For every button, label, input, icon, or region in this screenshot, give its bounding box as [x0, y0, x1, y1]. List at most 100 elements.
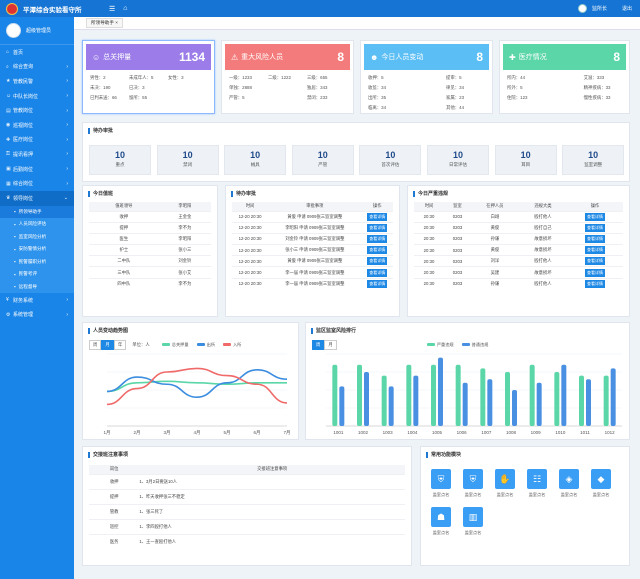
- stat-field: 精神疾病：33: [583, 85, 611, 90]
- series-line-0: [106, 380, 287, 393]
- view-detail-button[interactable]: 查看详情: [585, 234, 605, 243]
- stat-field: 所内：44: [507, 75, 526, 80]
- sidebar-subitem-0[interactable]: ▪ 所领导助手: [0, 205, 74, 219]
- pending-count: 10: [452, 150, 463, 160]
- sidebar-subitem-5[interactable]: ▪ 民警考评: [0, 268, 74, 281]
- sidebar-item-5[interactable]: ◉ 巡视岗位 ›: [0, 118, 74, 133]
- sidebar-bottom-item-1[interactable]: ⚙ 系统管理 ›: [0, 308, 74, 323]
- table-cell: 李昭阳: [158, 232, 211, 245]
- sidebar-subitem-2[interactable]: ▪ 监室风险分析: [0, 231, 74, 244]
- pending-item-7[interactable]: 10 监室调整: [562, 145, 625, 175]
- table-cell: 吴建: [470, 266, 519, 279]
- sidebar-bottom-item-0[interactable]: ¥ 财务系统 ›: [0, 293, 74, 308]
- view-detail-button[interactable]: 查看详情: [585, 246, 605, 255]
- pending-item-4[interactable]: 10 首次评估: [359, 145, 422, 175]
- view-detail-button[interactable]: 查看详情: [585, 268, 605, 277]
- trend-unit: 单位：人: [132, 342, 150, 347]
- sidebar-item-9[interactable]: ▦ 综合岗位 ›: [0, 176, 74, 191]
- home-icon[interactable]: ⌂: [123, 4, 128, 12]
- pending-label: 械具: [250, 162, 260, 167]
- pending-item-6[interactable]: 10 耳目: [494, 145, 557, 175]
- table-row: 12-20 20:30 李昭阳 申请 0909张三监室调整 查看详情: [232, 221, 393, 234]
- legend-item[interactable]: 入所: [222, 342, 241, 348]
- sidebar-subitem-1[interactable]: ▪ 人员风险评估: [0, 218, 74, 231]
- x-tick-label: 1004: [407, 430, 418, 435]
- view-detail-button[interactable]: 查看详情: [585, 257, 605, 266]
- table-cell: 二中队: [89, 255, 159, 267]
- period-tab-0[interactable]: 周: [312, 340, 325, 350]
- period-tab-0[interactable]: 周: [89, 340, 102, 350]
- view-detail-button[interactable]: 查看详情: [585, 212, 605, 221]
- view-detail-button[interactable]: 查看详情: [585, 223, 605, 232]
- view-detail-button[interactable]: 查看详情: [367, 279, 388, 288]
- stat-card-0[interactable]: ☺ 总关押量 1134 男性：2 未成年人：5 女性：3 未决：190 已决：3 已判未送：66…: [82, 40, 215, 114]
- sidebar-item-3[interactable]: ☺ 中队长岗位 ›: [0, 89, 74, 104]
- x-tick-label: 1001: [333, 430, 344, 435]
- approval-title: 待办审批: [231, 191, 399, 197]
- legend-item[interactable]: 严重违规: [426, 342, 454, 348]
- stat-header: ☺ 总关押量 1134: [86, 44, 211, 70]
- module-button-2[interactable]: ✋: [495, 469, 515, 489]
- period-tab-2[interactable]: 年: [113, 340, 127, 350]
- table-cell: 殴打他人: [518, 210, 568, 223]
- view-detail-button[interactable]: 查看详情: [367, 234, 388, 243]
- tab-leader-assistant[interactable]: 所领导助手 ×: [86, 18, 123, 28]
- stat-card-2[interactable]: ☻ 今日人员变动 8 收押：5 提审：5 收监：34 律见：34 出所：35 家属：23 临离：3…: [360, 40, 493, 114]
- pending-item-1[interactable]: 10 禁闭: [156, 145, 219, 175]
- pending-item-2[interactable]: 10 械具: [224, 145, 287, 175]
- table-cell: 0203: [444, 266, 471, 279]
- view-detail-button[interactable]: 查看详情: [367, 212, 388, 221]
- sidebar-item-10[interactable]: ♛ 领导岗位 ⌄: [0, 190, 74, 206]
- view-detail-button[interactable]: 查看详情: [585, 279, 605, 288]
- legend-item[interactable]: 普通违规: [461, 342, 488, 348]
- period-tab-1[interactable]: 月: [101, 340, 114, 350]
- view-detail-button[interactable]: 查看详情: [367, 257, 388, 266]
- table-row: 护士 张小三: [89, 244, 211, 256]
- sidebar-item-1[interactable]: ⌕ 综合查询 ›: [0, 60, 74, 75]
- user-name[interactable]: 监所长: [591, 6, 607, 12]
- module-button-6[interactable]: ☗: [431, 507, 451, 527]
- pending-item-5[interactable]: 10 日常评估: [427, 145, 489, 175]
- table-cell: 医生: [89, 232, 159, 245]
- module-button-3[interactable]: ☷: [527, 469, 547, 489]
- view-detail-button[interactable]: 查看详情: [367, 246, 388, 255]
- stat-card-3[interactable]: ✚ 医疗情况 8 所内：44 艾滋：333 所外：5 精神疾病：33 住院：123 慢性疾病：3…: [499, 40, 630, 114]
- stat-field: 严管：5: [229, 95, 245, 100]
- avatar[interactable]: [577, 4, 587, 13]
- module-button-7[interactable]: ▥: [463, 507, 483, 527]
- legend-item[interactable]: 总关押量: [161, 342, 189, 348]
- sidebar-item-8[interactable]: ▣ 后勤岗位 ›: [0, 162, 74, 177]
- stat-field: 已决：3: [129, 85, 145, 90]
- stat-field: [168, 85, 207, 91]
- sidebar-item-6[interactable]: ✚ 医疗岗位 ›: [0, 133, 74, 148]
- sidebar-subitem-6[interactable]: ▪ 远程督导: [0, 281, 74, 294]
- legend-item[interactable]: 出所: [196, 342, 215, 348]
- table-cell: 张小三 申请 0909张三监室调整: [268, 244, 362, 256]
- stat-field: 律见：34: [446, 85, 465, 90]
- module-button-1[interactable]: ⛨: [463, 469, 483, 489]
- table-cell: 0203: [444, 244, 471, 256]
- period-tab-1[interactable]: 月: [324, 340, 337, 350]
- table-cell: 20:30: [414, 221, 445, 234]
- sidebar-item-0[interactable]: ⌂ 首页: [0, 45, 74, 60]
- pending-label: 禁闭: [183, 162, 193, 167]
- sidebar-item-2[interactable]: ★ 管教民警 ›: [0, 74, 74, 89]
- sidebar-subitem-3[interactable]: ▪ 安防警情分析: [0, 243, 74, 256]
- menu-toggle-icon[interactable]: ☰: [109, 5, 116, 13]
- chevron-icon: ›: [66, 180, 68, 187]
- module-button-4[interactable]: ◈: [559, 469, 579, 489]
- truck-icon: ▣: [6, 166, 11, 173]
- view-detail-button[interactable]: 查看详情: [367, 223, 388, 232]
- stat-card-1[interactable]: ⚠ 重大风险人员 8 一级：1233 二级：1222 三级：655 单独：2888 独居：34…: [221, 40, 354, 114]
- pending-item-3[interactable]: 10 严管: [291, 145, 354, 175]
- module-button-0[interactable]: ⛨: [431, 469, 451, 489]
- sidebar-subitem-4[interactable]: ▪ 民警履职分析: [0, 256, 74, 269]
- stat-field: 慢性疾病：33: [583, 95, 611, 100]
- sidebar-item-7[interactable]: ⚿ 提讯看押 ›: [0, 147, 74, 162]
- module-button-5[interactable]: ◆: [591, 469, 611, 489]
- logout-button[interactable]: 退出: [621, 6, 632, 12]
- sidebar-item-4[interactable]: ▤ 管教岗位 ›: [0, 103, 74, 118]
- view-detail-button[interactable]: 查看详情: [367, 268, 388, 277]
- chevron-icon: ›: [66, 93, 68, 100]
- pending-item-0[interactable]: 10 重点: [89, 145, 151, 175]
